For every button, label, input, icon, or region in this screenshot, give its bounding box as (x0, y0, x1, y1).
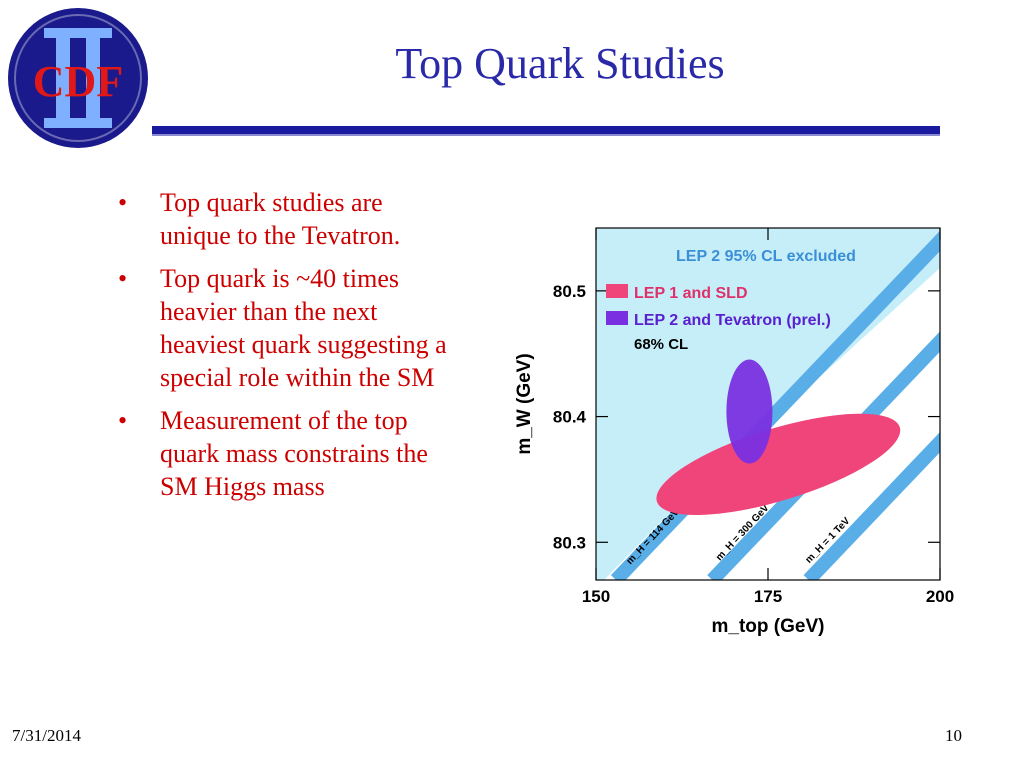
y-tick-label: 80.4 (553, 408, 587, 427)
footer-date: 7/31/2014 (12, 726, 81, 745)
title-underline (152, 126, 940, 134)
legend-swatch-lep1 (606, 284, 628, 298)
x-tick-label: 200 (926, 587, 954, 606)
excluded-label: LEP 2 95% CL excluded (676, 248, 856, 265)
higgs-mass-band (803, 431, 940, 580)
bullet-item: • Top quark is ~40 times heavier than the… (118, 262, 458, 394)
higgs-mass-band (610, 230, 940, 580)
y-tick-label: 80.5 (553, 282, 586, 301)
x-tick-label: 150 (582, 587, 610, 606)
legend-label-lep1: LEP 1 and SLD (634, 285, 748, 302)
bullet-marker: • (118, 406, 128, 435)
cdf-logo: CDF (8, 8, 148, 148)
legend-label-lep2: LEP 2 and Tevatron (prel.) (634, 312, 831, 329)
x-axis-label: m_top (GeV) (712, 616, 825, 637)
bullet-text: Top quark is ~40 times heavier than the … (160, 264, 447, 392)
bullet-item: • Top quark studies are unique to the Tev… (118, 186, 458, 252)
bullet-list: • Top quark studies are unique to the Tev… (118, 186, 458, 513)
slide-title: Top Quark Studies (395, 39, 725, 88)
cl-label: 68% CL (634, 336, 688, 353)
bullet-marker: • (118, 188, 128, 217)
lep2-tevatron-ellipse (726, 359, 773, 464)
bullet-marker: • (118, 264, 128, 293)
lep1-sld-ellipse (656, 413, 901, 515)
bullet-text: Measurement of the top quark mass constr… (160, 406, 428, 501)
cdf-logo-text: CDF (33, 57, 123, 106)
mw-vs-mtop-plot: m_H = 114 GeV m_H = 300 GeV m_H = 1 TeV 15… (514, 227, 954, 637)
page-number: 10 (945, 726, 962, 745)
x-tick-label: 175 (754, 587, 782, 606)
bullet-item: • Measurement of the top quark mass const… (118, 404, 458, 503)
roman-numeral-two (44, 28, 112, 128)
bullet-text: Top quark studies are unique to the Teva… (160, 188, 401, 250)
y-tick-label: 80.3 (553, 533, 586, 552)
y-axis-label: m_W (GeV) (514, 353, 535, 454)
legend-swatch-lep2 (606, 311, 628, 325)
